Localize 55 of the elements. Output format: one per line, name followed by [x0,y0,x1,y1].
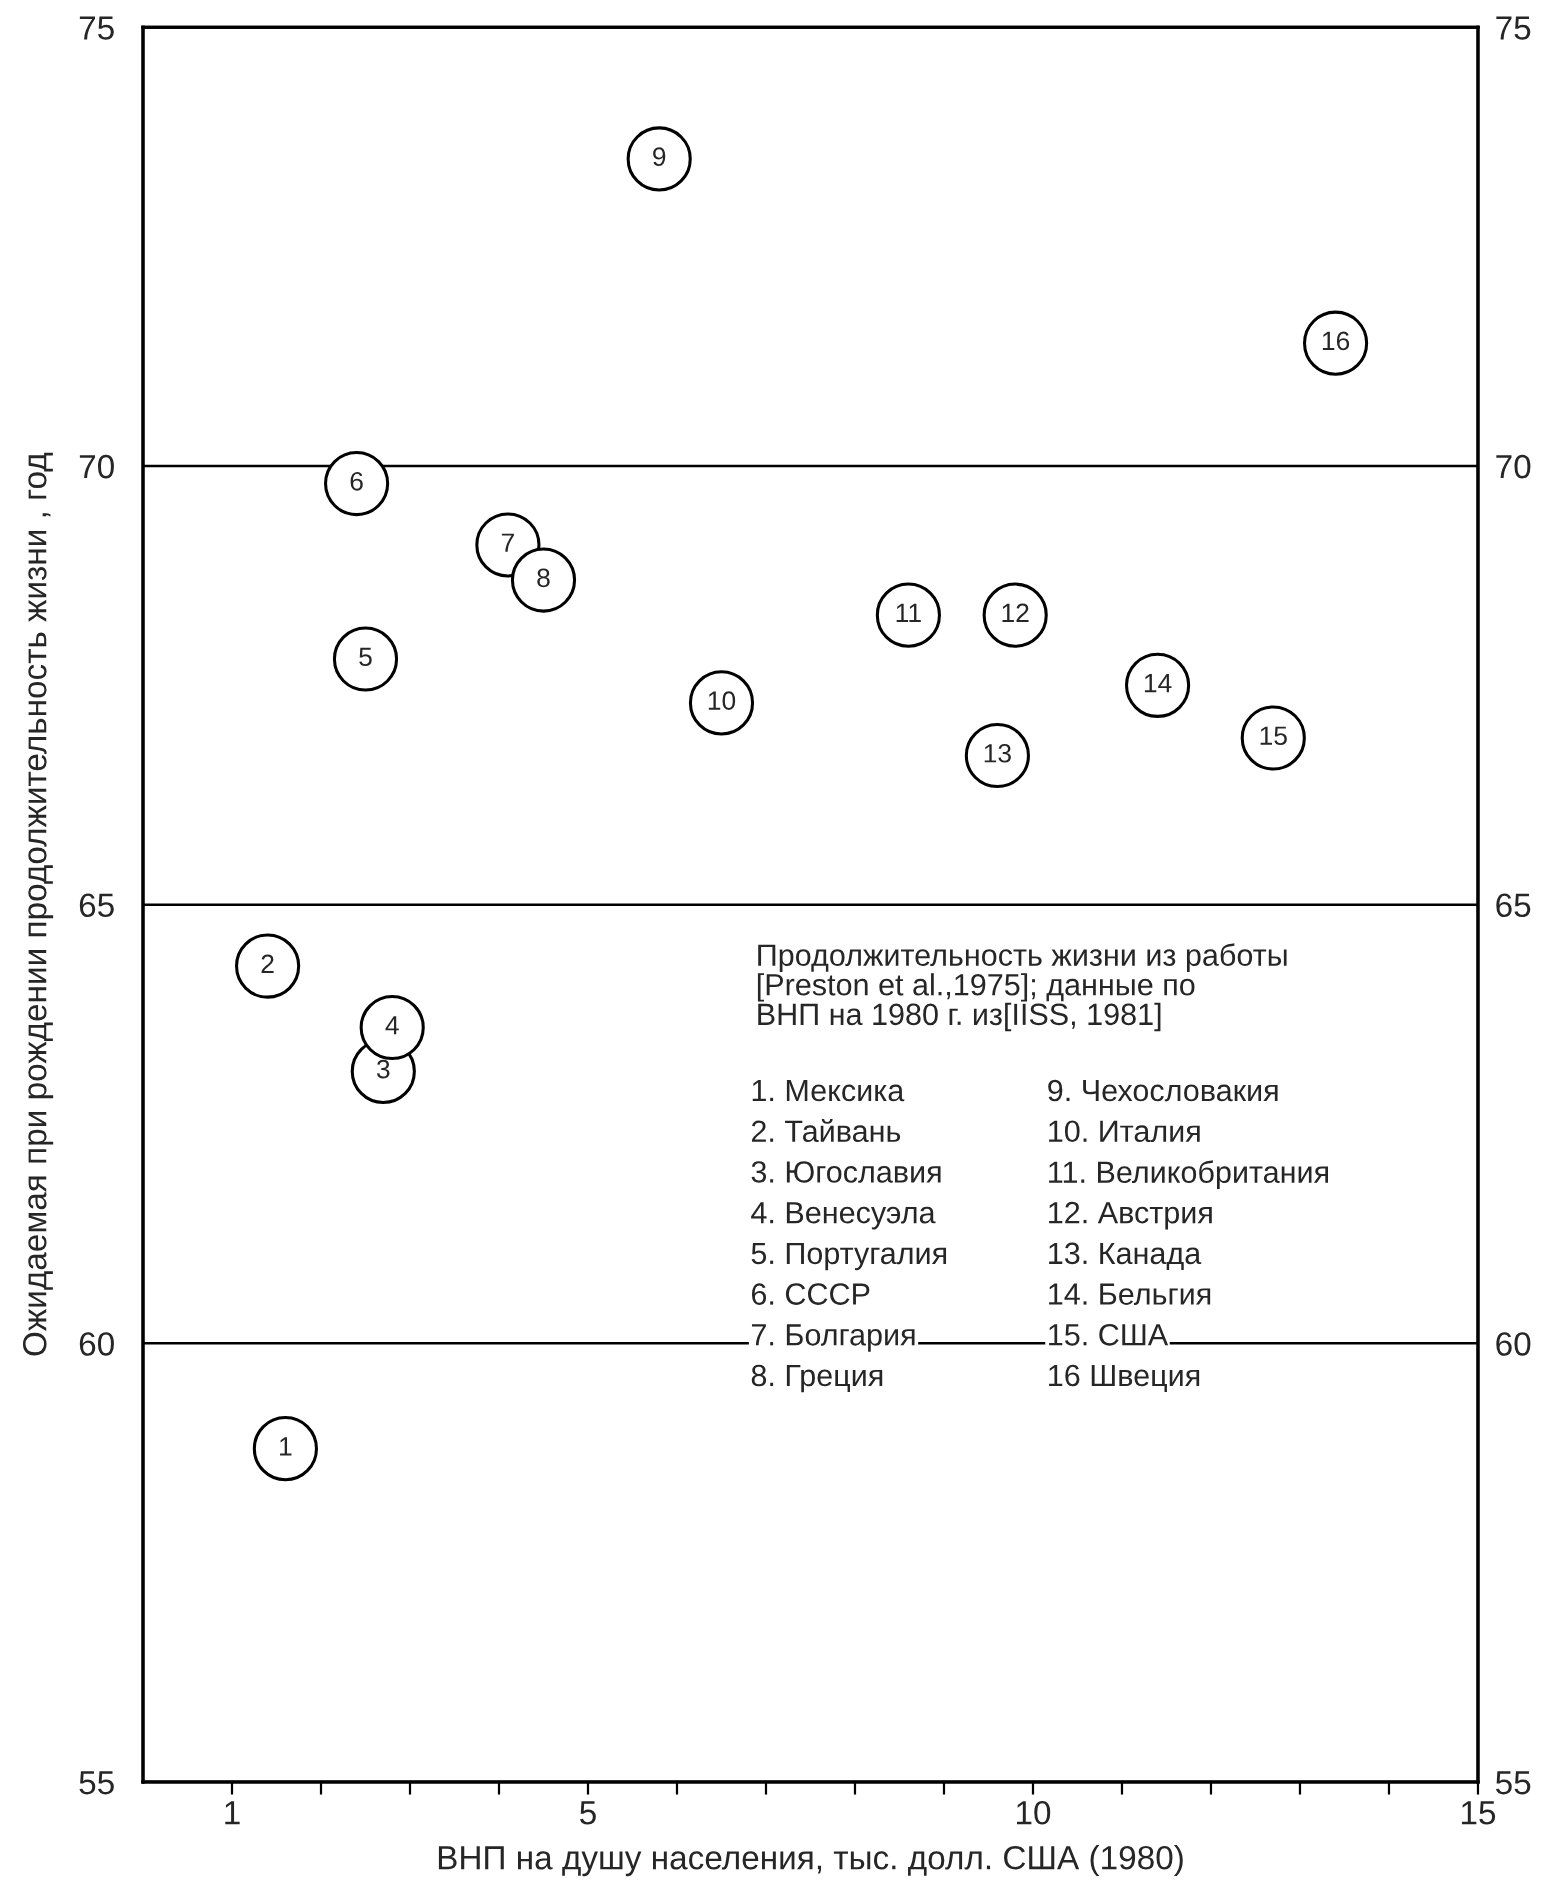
annotation: 9. Чехословакия [1048,1079,1278,1102]
point [324,450,390,517]
annotation: 10 [708,691,736,710]
annotation: 3 [376,1059,390,1079]
y2-tick-label: 65 [1496,893,1531,918]
x-tick-label: 1 [225,1801,240,1825]
annotation: 6 [350,471,363,491]
x-tick-label: 10 [1016,1800,1051,1825]
y2-tick-label: 55 [1495,1771,1531,1795]
annotation: 14 [1144,674,1172,693]
annotation: 4 [385,1016,399,1035]
annotation: 8. Греция [751,1364,883,1393]
y-tick-label: 70 [79,454,114,479]
y2-tick-label: 60 [1496,1332,1531,1356]
annotation: 15 [1260,726,1287,746]
annotation: 8 [537,568,550,588]
annotation: 13 [984,743,1011,763]
y-tick-label: 75 [79,16,114,40]
y2-tick-label: 75 [1496,16,1531,40]
annotation: 7 [501,533,514,552]
annotation: 1 [280,1437,292,1456]
annotation: 9 [653,147,666,166]
annotation: 15. США [1049,1323,1169,1346]
annotation: 13. Канада [1049,1242,1202,1270]
annotation: 2. Тайвань [751,1119,901,1143]
annotation: 5. Португалия [751,1242,947,1271]
annotation: 6. СССР [751,1283,870,1305]
point [235,933,301,999]
annotation: 7. Болгария [751,1324,915,1352]
annotation: 12 [1002,603,1029,622]
x-axis-title: ВНП на душу населения, тыс. долл. США (1980) [438,1845,1183,1877]
annotation: 14. Бельгия [1049,1283,1211,1305]
point [626,126,692,192]
annotation: 11 [896,603,921,622]
y2-tick-label: 70 [1496,454,1531,479]
y-tick-label: 55 [79,1771,114,1795]
point [332,626,399,692]
annotation: 5 [359,647,372,667]
annotation: 16 Швеция [1049,1364,1200,1393]
y-axis-title: Ожидаемая при рождении продолжительность жизни , год [22,452,54,1356]
annotation: 1. Мексика [752,1080,905,1102]
annotation: 11. Великобритания [1049,1160,1329,1190]
point [359,994,425,1061]
annotation: 2 [261,954,274,973]
annotation: Продолжительность жизни из работы [Preston et al.,1975]; данные по ВНП на 1980 г. из[IISS, 1981] [757,943,1287,1032]
annotation: 4. Венесуэла [751,1202,936,1230]
y-tick-label: 65 [79,893,114,918]
annotation: 10. Италия [1049,1120,1200,1143]
x-tick-label: 15 [1461,1801,1496,1825]
annotation: 12. Австрия [1049,1201,1212,1230]
annotation: 16 [1322,331,1350,351]
annotation: 3. Югославия [751,1161,941,1183]
x-tick-label: 5 [580,1801,596,1825]
point [252,1416,318,1482]
y-tick-label: 60 [79,1332,114,1356]
